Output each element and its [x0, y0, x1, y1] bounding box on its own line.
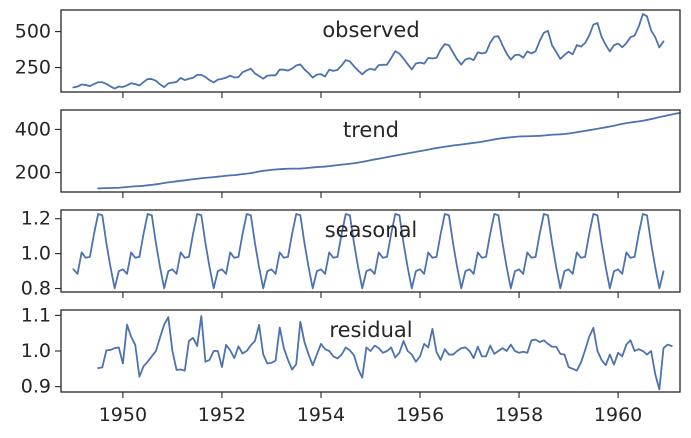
trend-series-line [97, 111, 681, 190]
observed-series-line [72, 13, 665, 90]
xtick-label: 1956 [396, 404, 444, 426]
observed-title: observed [322, 18, 419, 42]
residual-title: residual [329, 318, 412, 342]
trend-frame [60, 109, 681, 193]
xtick-label: 1960 [594, 404, 642, 426]
panels-group: 250 500 observed 200 400 trend 0.8 1.0 1.2 season… [15, 9, 681, 398]
residual-series-line [97, 315, 673, 391]
observed-ytick-label: 500 [15, 21, 51, 43]
xtick-label: 1958 [495, 404, 543, 426]
shared-x-axis: 1950 1952 1954 1956 1958 1960 [99, 404, 643, 426]
seasonal-series-line [72, 213, 665, 290]
xtick-label: 1954 [297, 404, 345, 426]
trend-title: trend [343, 118, 399, 142]
trend-ytick-label: 400 [15, 118, 51, 140]
seasonal-panel: 0.8 1.0 1.2 seasonal [21, 208, 681, 300]
observed-panel: 250 500 observed [15, 9, 681, 98]
xtick-label: 1950 [99, 404, 147, 426]
trend-panel: 200 400 trend [15, 109, 681, 198]
seasonal-title: seasonal [325, 218, 418, 242]
residual-panel: 0.9 1.0 1.1 residual [21, 304, 681, 398]
observed-ytick-label: 250 [15, 57, 51, 79]
seasonal-ytick-label: 1.2 [21, 208, 51, 230]
residual-ytick-label: 1.1 [21, 304, 51, 326]
residual-ytick-label: 1.0 [21, 340, 51, 362]
seasonal-ytick-label: 1.0 [21, 243, 51, 265]
observed-frame [60, 9, 681, 93]
xtick-label: 1952 [198, 404, 246, 426]
seasonal-frame [60, 209, 681, 293]
residual-ytick-label: 0.9 [21, 376, 51, 398]
seasonal-ytick-label: 0.8 [21, 278, 51, 300]
trend-ytick-label: 200 [15, 162, 51, 184]
